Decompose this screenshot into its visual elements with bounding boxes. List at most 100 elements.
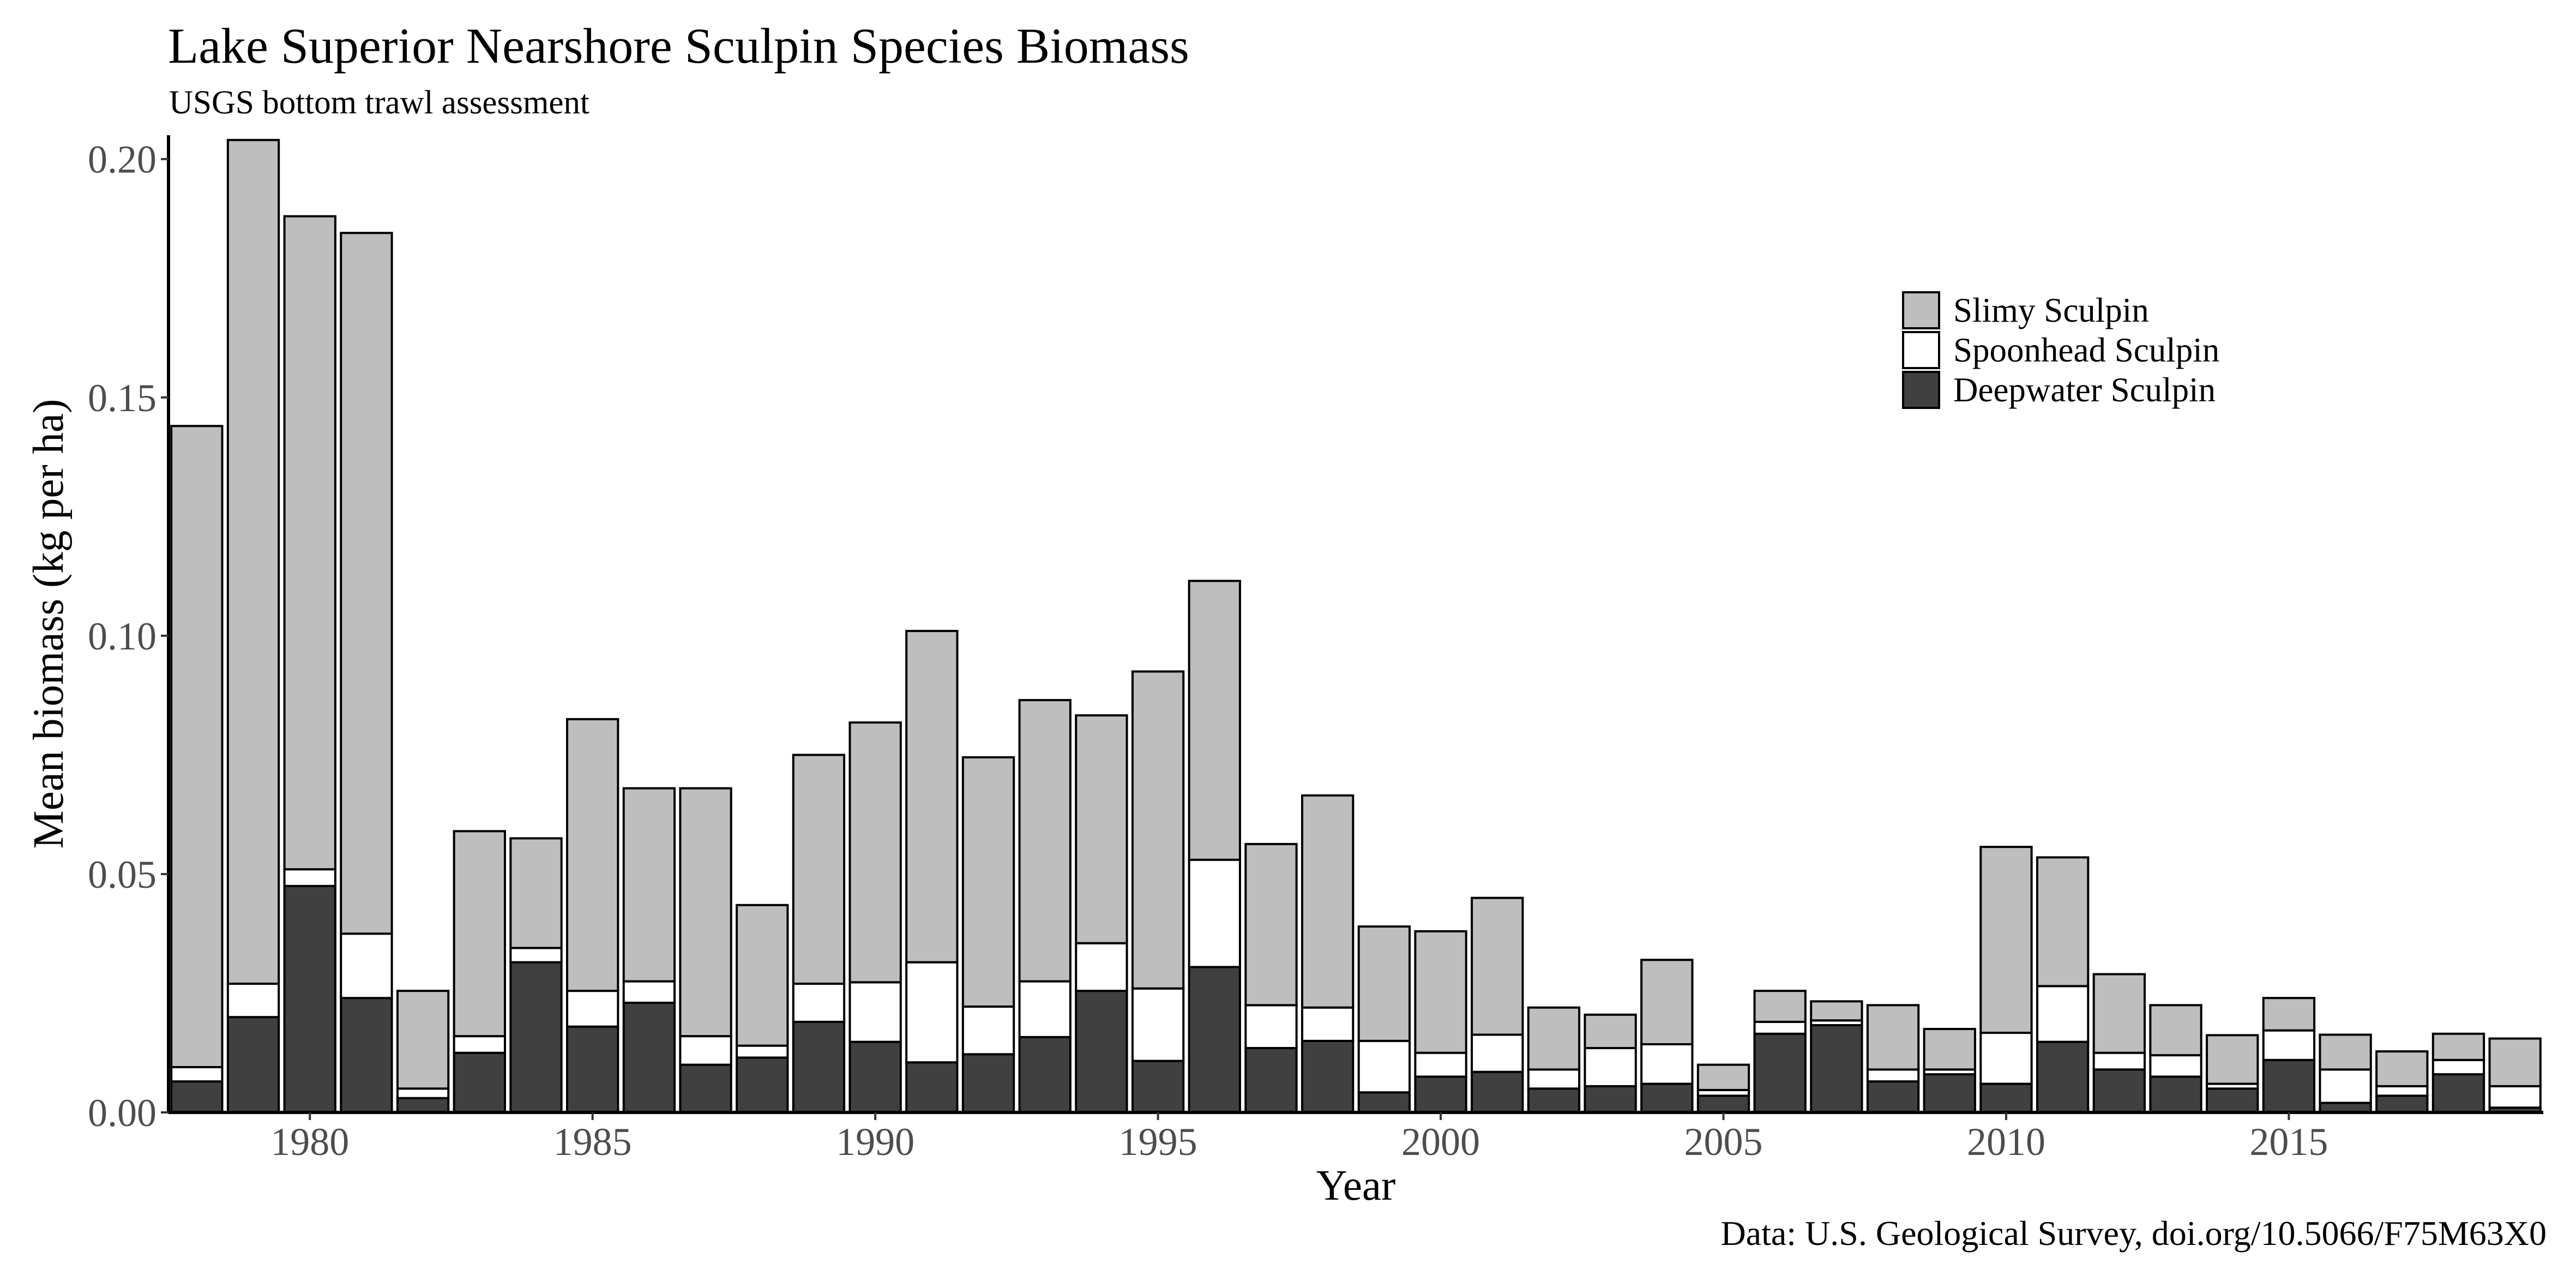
legend-label-slimy-sculpin: Slimy Sculpin xyxy=(1953,291,2149,329)
chart-caption: Data: U.S. Geological Survey, doi.org/10… xyxy=(1720,1214,2547,1253)
bar-slimy-sculpin-2010 xyxy=(1979,846,2033,1034)
bar-spoonhead-sculpin-2018 xyxy=(2431,1058,2485,1076)
bar-slimy-sculpin-2009 xyxy=(1923,1028,1976,1071)
x-tick-label: 1980 xyxy=(270,1120,349,1164)
bar-spoonhead-sculpin-1982 xyxy=(396,1087,450,1099)
x-tick-label: 2000 xyxy=(1401,1120,1480,1164)
bar-slimy-sculpin-1981 xyxy=(340,232,393,935)
x-tick-label: 2015 xyxy=(2249,1120,2328,1164)
bar-slimy-sculpin-1986 xyxy=(622,787,676,983)
bar-deepwater-sculpin-2010 xyxy=(1979,1082,2033,1114)
bar-spoonhead-sculpin-2000 xyxy=(1414,1051,1467,1078)
bar-slimy-sculpin-1999 xyxy=(1357,925,1411,1042)
bar-spoonhead-sculpin-2012 xyxy=(2092,1051,2146,1071)
bar-slimy-sculpin-2005 xyxy=(1696,1063,1750,1091)
bar-slimy-sculpin-2016 xyxy=(2319,1033,2372,1071)
bar-slimy-sculpin-2013 xyxy=(2149,1004,2202,1057)
bar-deepwater-sculpin-2007 xyxy=(1810,1024,1863,1114)
legend-label-spoonhead-sculpin: Spoonhead Sculpin xyxy=(1953,331,2219,369)
bar-slimy-sculpin-2003 xyxy=(1584,1013,1637,1049)
legend-key-slimy-sculpin xyxy=(1902,291,1940,329)
bar-spoonhead-sculpin-2017 xyxy=(2375,1085,2429,1097)
bar-spoonhead-sculpin-1994 xyxy=(1075,942,1128,992)
bar-deepwater-sculpin-2014 xyxy=(2206,1087,2259,1114)
bar-deepwater-sculpin-2009 xyxy=(1923,1073,1976,1114)
bar-spoonhead-sculpin-1985 xyxy=(566,990,619,1028)
bar-spoonhead-sculpin-2010 xyxy=(1979,1032,2033,1085)
bar-deepwater-sculpin-1998 xyxy=(1301,1039,1355,1114)
bar-slimy-sculpin-2001 xyxy=(1471,896,1524,1036)
bar-slimy-sculpin-1979 xyxy=(226,139,280,985)
bar-deepwater-sculpin-2002 xyxy=(1527,1087,1581,1114)
bar-deepwater-sculpin-1990 xyxy=(848,1040,902,1114)
bar-deepwater-sculpin-2004 xyxy=(1640,1082,1694,1114)
bar-deepwater-sculpin-2001 xyxy=(1471,1070,1524,1114)
bar-deepwater-sculpin-2000 xyxy=(1414,1075,1467,1114)
x-tick-label: 2005 xyxy=(1684,1120,1762,1164)
bar-slimy-sculpin-1992 xyxy=(961,756,1015,1008)
bar-spoonhead-sculpin-1998 xyxy=(1301,1006,1355,1042)
bar-spoonhead-sculpin-2013 xyxy=(2149,1054,2202,1078)
y-axis-title: Mean biomass (kg per ha) xyxy=(25,399,73,849)
bar-slimy-sculpin-2011 xyxy=(2036,856,2090,988)
y-axis-ticks: 0.00 0.05 0.10 0.15 0.20 xyxy=(88,138,168,1135)
x-axis-title: Year xyxy=(1316,1162,1396,1209)
bar-slimy-sculpin-1987 xyxy=(679,787,732,1038)
bar-spoonhead-sculpin-2002 xyxy=(1527,1068,1581,1090)
x-tick-label: 1995 xyxy=(1119,1120,1197,1164)
bar-slimy-sculpin-2006 xyxy=(1753,990,1807,1023)
chart-title: Lake Superior Nearshore Sculpin Species … xyxy=(168,18,1189,74)
bar-spoonhead-sculpin-2006 xyxy=(1753,1020,1807,1035)
bar-deepwater-sculpin-1985 xyxy=(566,1025,619,1114)
bar-spoonhead-sculpin-2019 xyxy=(2488,1085,2542,1109)
x-axis-ticks: 1980 1985 1990 1995 2000 2005 2010 2015 xyxy=(270,1112,2328,1164)
bar-spoonhead-sculpin-1981 xyxy=(340,932,393,1000)
bar-deepwater-sculpin-1983 xyxy=(453,1051,506,1114)
bar-slimy-sculpin-1989 xyxy=(792,754,846,985)
x-tick-label: 1990 xyxy=(836,1120,914,1164)
bar-deepwater-sculpin-1999 xyxy=(1357,1091,1411,1114)
bar-deepwater-sculpin-2013 xyxy=(2149,1075,2202,1114)
bar-deepwater-sculpin-1987 xyxy=(679,1063,732,1114)
chart-subtitle: USGS bottom trawl assessment xyxy=(169,85,589,121)
bar-spoonhead-sculpin-2015 xyxy=(2262,1029,2316,1061)
legend-key-deepwater-sculpin xyxy=(1902,371,1940,409)
bar-slimy-sculpin-2018 xyxy=(2431,1032,2485,1061)
bar-spoonhead-sculpin-1991 xyxy=(905,961,959,1064)
bar-deepwater-sculpin-1995 xyxy=(1131,1060,1185,1114)
bar-spoonhead-sculpin-1979 xyxy=(226,982,280,1019)
bar-spoonhead-sculpin-1999 xyxy=(1357,1039,1411,1094)
bar-spoonhead-sculpin-1997 xyxy=(1244,1004,1298,1049)
bar-deepwater-sculpin-1992 xyxy=(961,1053,1015,1114)
bar-spoonhead-sculpin-1986 xyxy=(622,980,676,1004)
bar-deepwater-sculpin-2012 xyxy=(2092,1068,2146,1114)
bar-slimy-sculpin-2014 xyxy=(2206,1034,2259,1085)
legend-label-deepwater-sculpin: Deepwater Sculpin xyxy=(1953,371,2216,409)
bar-spoonhead-sculpin-1990 xyxy=(848,981,902,1043)
bar-slimy-sculpin-1978 xyxy=(170,425,224,1068)
bar-deepwater-sculpin-1979 xyxy=(226,1016,280,1114)
bar-spoonhead-sculpin-1996 xyxy=(1188,858,1241,968)
bar-deepwater-sculpin-2018 xyxy=(2431,1073,2485,1114)
bar-deepwater-sculpin-2011 xyxy=(2036,1040,2090,1114)
x-tick-label: 2010 xyxy=(1967,1120,2045,1164)
bar-slimy-sculpin-1983 xyxy=(453,830,506,1038)
bar-slimy-sculpin-1990 xyxy=(848,721,902,984)
x-tick-label: 1985 xyxy=(553,1120,632,1164)
bar-spoonhead-sculpin-1993 xyxy=(1018,980,1072,1038)
bar-slimy-sculpin-2017 xyxy=(2375,1050,2429,1087)
bar-spoonhead-sculpin-1992 xyxy=(961,1005,1015,1056)
bar-slimy-sculpin-2004 xyxy=(1640,959,1694,1045)
bar-slimy-sculpin-1984 xyxy=(509,837,563,949)
bar-spoonhead-sculpin-2011 xyxy=(2036,985,2090,1043)
bar-deepwater-sculpin-1994 xyxy=(1075,990,1128,1114)
bar-slimy-sculpin-1996 xyxy=(1188,580,1241,861)
bar-deepwater-sculpin-1986 xyxy=(622,1001,676,1114)
bar-slimy-sculpin-2002 xyxy=(1527,1006,1581,1071)
bar-spoonhead-sculpin-2001 xyxy=(1471,1033,1524,1073)
bar-deepwater-sculpin-1978 xyxy=(170,1080,224,1114)
bar-layer xyxy=(170,139,2542,1114)
y-tick-label: 0.05 xyxy=(88,853,157,896)
bar-slimy-sculpin-1982 xyxy=(396,990,450,1090)
